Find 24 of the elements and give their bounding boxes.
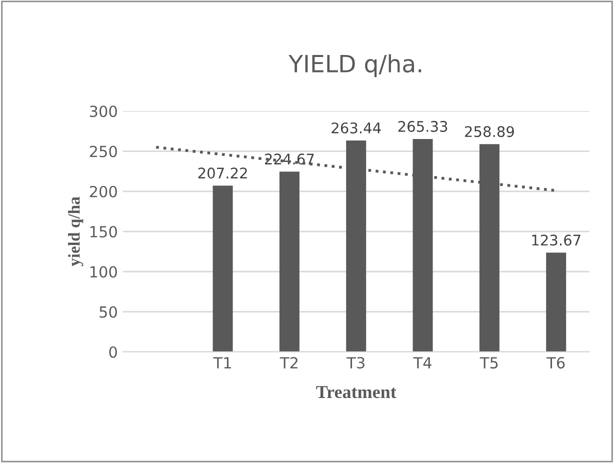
data-label: 123.67: [532, 234, 580, 246]
bar: [546, 252, 566, 352]
data-label: 263.44: [332, 122, 381, 134]
data-label: 207.22: [198, 168, 247, 179]
y-tick-label: 100: [90, 266, 117, 278]
y-axis-title: yield q/ha: [68, 196, 84, 266]
x-tick-label: T2: [280, 357, 298, 368]
x-tick-label: T6: [546, 357, 565, 369]
y-tick-label: 300: [90, 106, 117, 118]
y-tick-label: 200: [90, 186, 117, 198]
x-tick-label: T1: [213, 357, 231, 368]
bar: [279, 172, 300, 352]
x-tick-label: T3: [346, 357, 364, 369]
x-tick-label: T4: [413, 357, 432, 368]
x-axis-title: Treatment: [316, 386, 396, 398]
x-tick-label: T5: [480, 357, 498, 369]
bar: [212, 186, 233, 352]
data-label: 258.89: [465, 126, 514, 138]
chart-title: YIELD q/ha.: [288, 54, 422, 78]
y-tick-label: 150: [90, 226, 117, 238]
data-label: 265.33: [398, 120, 448, 132]
y-tick-label: 50: [100, 306, 117, 318]
y-tick-label: 0: [109, 346, 117, 358]
y-tick-label: 250: [90, 146, 117, 158]
